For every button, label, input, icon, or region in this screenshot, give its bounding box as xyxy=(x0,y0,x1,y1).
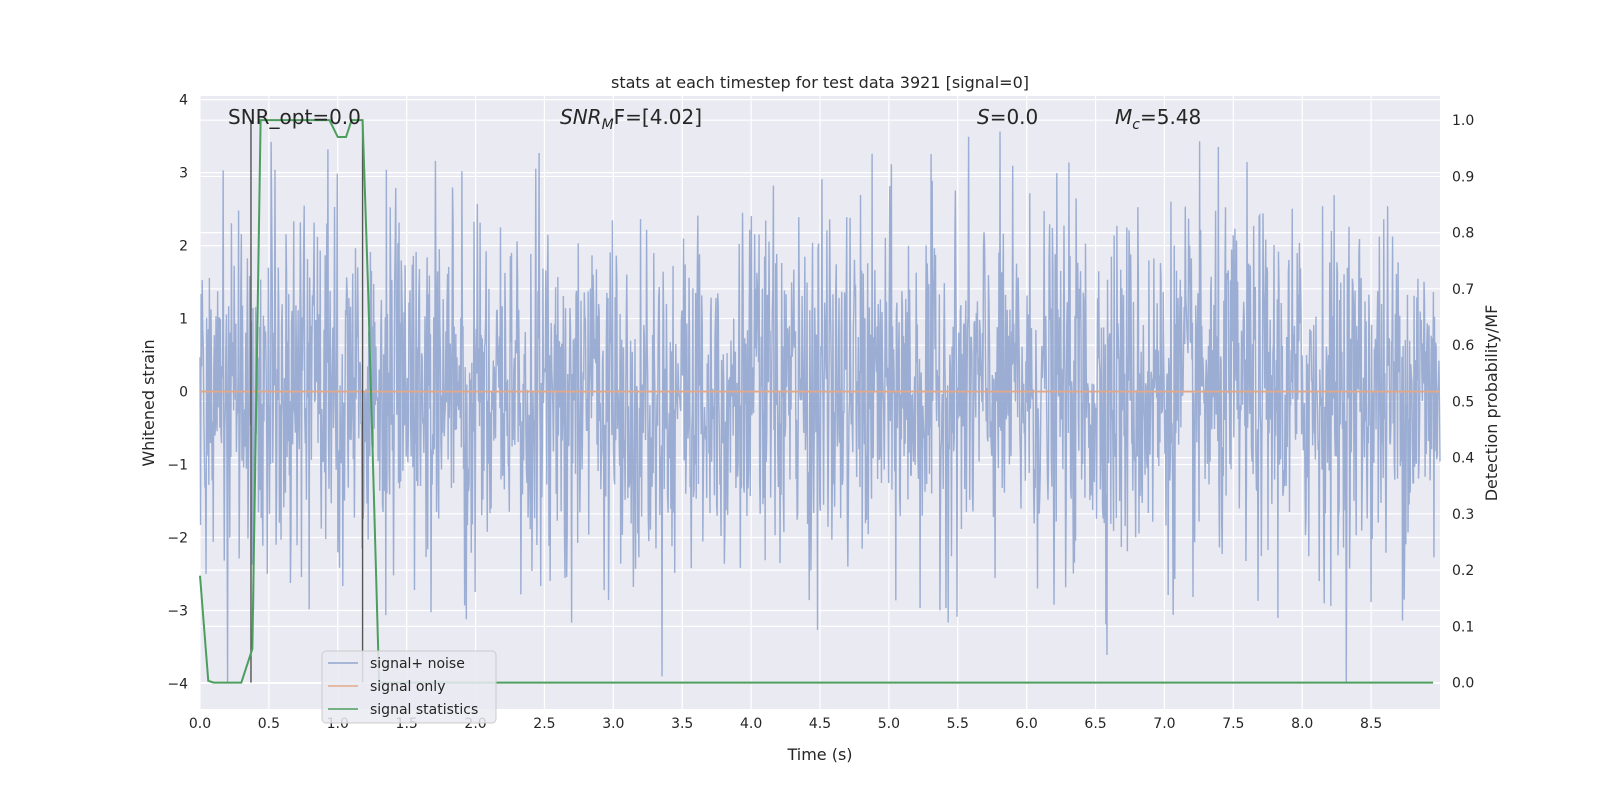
x-tick-label: 8.0 xyxy=(1291,716,1313,732)
snr-opt-annotation: SNR_opt=0.0 xyxy=(228,105,361,129)
mc-value: =5.48 xyxy=(1140,105,1201,129)
y2-tick-label: 0.8 xyxy=(1452,226,1474,242)
signal-statistics-line xyxy=(199,119,1434,684)
legend-label-signal-statistics: signal statistics xyxy=(370,702,478,718)
y2-tick-label: 0.3 xyxy=(1452,507,1474,523)
y2-tick-label: 0.5 xyxy=(1452,394,1474,410)
x-axis-label: Time (s) xyxy=(786,745,852,764)
x-tick-label: 2.5 xyxy=(533,716,555,732)
x-tick-label: 7.0 xyxy=(1153,716,1175,732)
chart-title: stats at each timestep for test data 392… xyxy=(611,73,1029,92)
x-tick-label: 6.5 xyxy=(1084,716,1106,732)
x-tick-label: 0.0 xyxy=(189,716,211,732)
y2-tick-label: 0.2 xyxy=(1452,563,1474,579)
y-tick-label: −1 xyxy=(167,458,188,474)
y2-tick-label: 0.6 xyxy=(1452,338,1474,354)
y-tick-label: 3 xyxy=(179,166,188,182)
y-tick-label: 4 xyxy=(179,93,188,109)
series-signal-noise xyxy=(199,131,1441,684)
s-annotation: S=0.0 xyxy=(977,105,1038,129)
s-symbol: S xyxy=(977,105,990,129)
y-tick-label: 1 xyxy=(179,312,188,328)
noise-line xyxy=(199,131,1441,684)
tick-labels: 0.0 0.5 1.0 1.5 2.0 2.5 3.0 3.5 4.0 4.5 5.0 5.5 6.0 6… xyxy=(167,93,1474,732)
y-tick-label: −4 xyxy=(167,676,188,692)
y-tick-label: 0 xyxy=(179,385,188,401)
s-value: =0.0 xyxy=(990,105,1039,129)
y-tick-label: 2 xyxy=(179,239,188,255)
marker-lines xyxy=(250,120,364,683)
series-signal-statistics xyxy=(199,119,1434,684)
mc-annotation: Mc=5.48 xyxy=(1115,105,1201,133)
x-tick-label: 4.0 xyxy=(740,716,762,732)
x-tick-label: 4.5 xyxy=(809,716,831,732)
legend-box xyxy=(321,650,497,724)
x-tick-label: 7.5 xyxy=(1222,716,1244,732)
mc-symbol: M xyxy=(1115,105,1132,129)
x-tick-label: 0.5 xyxy=(258,716,280,732)
x-tick-label: 8.5 xyxy=(1360,716,1382,732)
snr-mf-subscript: M xyxy=(602,117,614,133)
y2-axis-label: Detection probability/MF xyxy=(1482,305,1501,502)
y2-tick-label: 0.9 xyxy=(1452,169,1474,185)
y2-tick-label: 0.7 xyxy=(1452,282,1474,298)
snr-mf-annotation: SNRMF=[4.02] xyxy=(560,105,702,133)
y2-tick-label: 1.0 xyxy=(1452,113,1474,129)
y-tick-label: −2 xyxy=(167,531,188,547)
snr-mf-symbol: SNR xyxy=(560,105,602,129)
x-tick-label: 5.5 xyxy=(947,716,969,732)
mc-subscript: c xyxy=(1132,117,1140,133)
legend-label-signal-noise: signal+ noise xyxy=(370,656,465,672)
x-tick-label: 5.0 xyxy=(878,716,900,732)
y2-tick-label: 0.0 xyxy=(1452,676,1474,692)
x-tick-label: 6.0 xyxy=(1016,716,1038,732)
y-axis-label: Whitened strain xyxy=(139,339,158,466)
x-tick-label: 3.0 xyxy=(602,716,624,732)
snr-mf-value: F=[4.02] xyxy=(614,105,702,129)
legend: signal+ noise signal only signal statist… xyxy=(321,650,497,724)
legend-label-signal-only: signal only xyxy=(370,679,445,695)
y2-tick-label: 0.4 xyxy=(1452,451,1474,467)
x-tick-label: 3.5 xyxy=(671,716,693,732)
y2-tick-label: 0.1 xyxy=(1452,619,1474,635)
y-tick-label: −3 xyxy=(167,603,188,619)
